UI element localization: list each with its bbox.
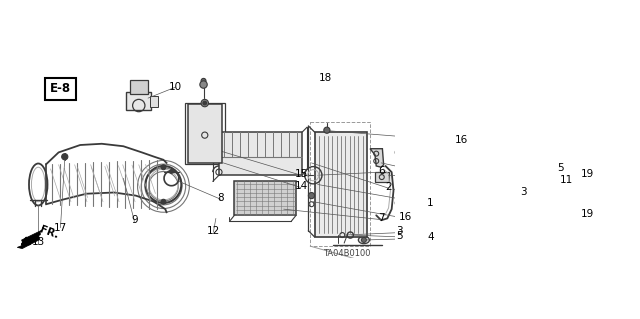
Text: E-8: E-8 [50,82,71,95]
Text: 16: 16 [399,212,412,222]
Circle shape [161,165,166,170]
Circle shape [362,238,366,242]
Circle shape [161,199,166,204]
Text: 12: 12 [207,226,220,236]
Bar [129,80,148,94]
Ellipse shape [199,144,211,148]
Ellipse shape [358,236,369,244]
Circle shape [170,170,173,174]
Bar [375,172,388,182]
Ellipse shape [198,133,212,137]
Text: 19: 19 [580,209,594,219]
Circle shape [201,99,209,107]
Circle shape [324,127,330,133]
Text: 19: 19 [580,169,594,179]
Text: FR.: FR. [38,225,60,241]
Text: 5: 5 [557,163,563,173]
Text: 18: 18 [319,73,332,83]
Text: 15: 15 [294,169,308,179]
Text: 17: 17 [54,223,67,233]
Bar [150,96,158,107]
Text: 11: 11 [559,175,573,185]
Circle shape [203,101,207,105]
Polygon shape [370,149,383,167]
Bar [188,104,222,163]
Text: 1: 1 [427,198,434,208]
Polygon shape [234,182,296,215]
Text: TA04B0100: TA04B0100 [323,249,370,258]
Circle shape [61,154,68,160]
Text: 8: 8 [218,193,224,203]
Polygon shape [314,132,367,237]
Polygon shape [219,132,302,175]
Text: 2: 2 [385,182,392,192]
Text: 14: 14 [294,181,308,191]
Circle shape [200,81,207,88]
Text: 16: 16 [455,135,468,145]
Text: 9: 9 [131,215,138,225]
Text: 7: 7 [378,213,385,223]
Polygon shape [17,230,42,249]
Circle shape [308,192,314,199]
Text: 13: 13 [31,237,45,248]
Text: 10: 10 [169,82,182,92]
Bar [185,103,225,164]
Circle shape [201,78,206,83]
Text: 4: 4 [427,232,434,242]
Text: 3: 3 [520,188,526,197]
Text: 3: 3 [396,226,403,236]
Text: 6: 6 [378,166,385,176]
Bar [127,92,151,110]
Text: 5: 5 [396,231,403,241]
